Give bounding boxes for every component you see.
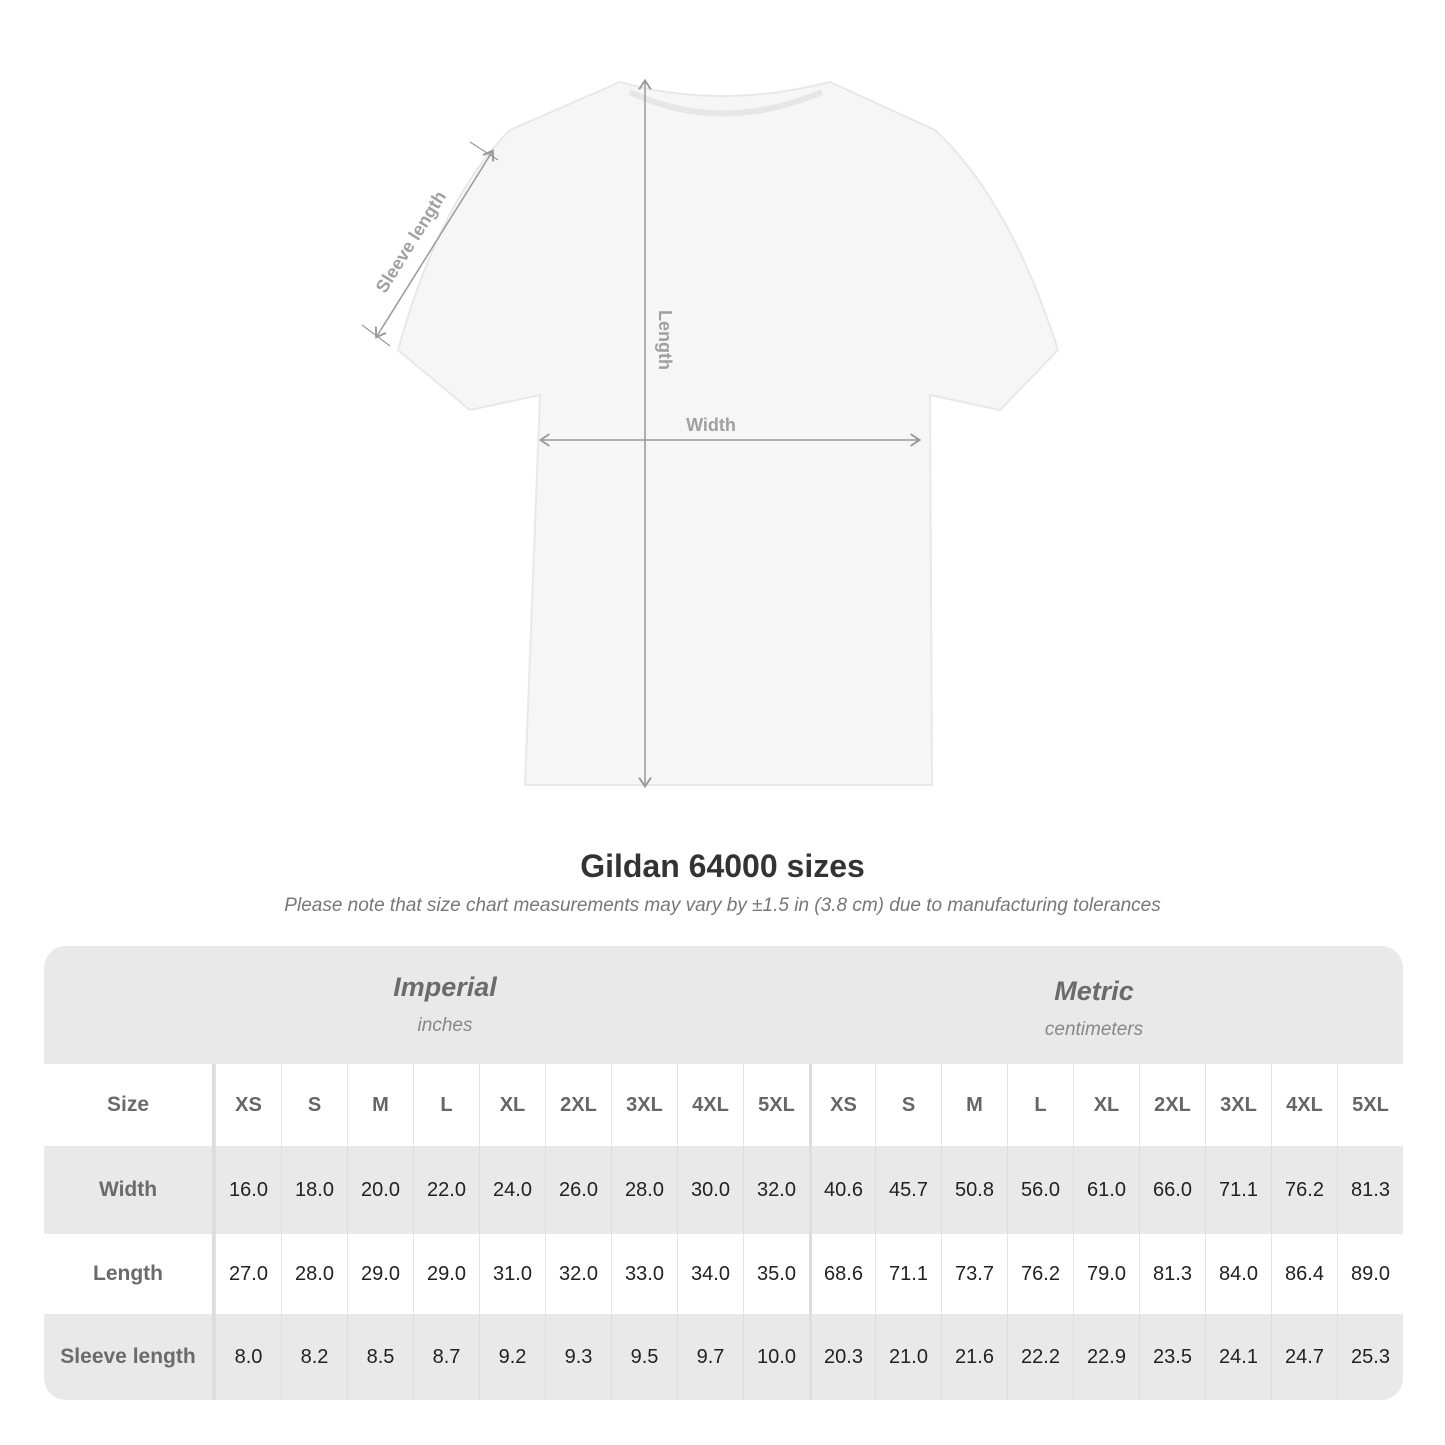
value-cell: 73.7 <box>941 1234 1007 1314</box>
row-label: Length <box>44 1234 215 1314</box>
size-header-row: Size XS S M L XL 2XL 3XL 4XL 5XL XS S M L XL 2XL 3XL 4XL 5… <box>44 1064 1403 1146</box>
value-cell: 32.0 <box>743 1146 809 1234</box>
value-cell: 21.6 <box>941 1314 1007 1400</box>
length-label: Length <box>655 310 675 370</box>
value-cell: 22.9 <box>1073 1314 1139 1400</box>
value-cell: 30.0 <box>677 1146 743 1234</box>
value-cell: 8.7 <box>413 1314 479 1400</box>
value-cell: 16.0 <box>215 1146 281 1234</box>
row-label: Size <box>44 1064 215 1146</box>
tolerance-note: Please note that size chart measurements… <box>284 895 1161 916</box>
value-cell: 23.5 <box>1139 1314 1205 1400</box>
value-cell: 8.0 <box>215 1314 281 1400</box>
size-header-cell: M <box>347 1064 413 1146</box>
value-cell: 71.1 <box>875 1234 941 1314</box>
value-cell: 29.0 <box>413 1234 479 1314</box>
imperial-header: Imperial inches <box>215 946 675 1090</box>
value-cell: 9.2 <box>479 1314 545 1400</box>
size-header-cell: 2XL <box>545 1064 611 1146</box>
page-title: Gildan 64000 sizes <box>580 848 865 884</box>
value-cell: 81.3 <box>1337 1146 1403 1234</box>
value-cell: 66.0 <box>1139 1146 1205 1234</box>
value-cell: 71.1 <box>1205 1146 1271 1234</box>
value-cell: 20.3 <box>809 1314 875 1400</box>
value-cell: 9.3 <box>545 1314 611 1400</box>
sleeve-arrow <box>377 152 492 336</box>
size-header-cell: XS <box>809 1064 875 1146</box>
size-header-cell: 5XL <box>743 1064 809 1146</box>
size-header-cell: XL <box>1073 1064 1139 1146</box>
size-header-cell: M <box>941 1064 1007 1146</box>
value-cell: 24.1 <box>1205 1314 1271 1400</box>
size-header-cell: 5XL <box>1337 1064 1403 1146</box>
value-cell: 20.0 <box>347 1146 413 1234</box>
value-cell: 10.0 <box>743 1314 809 1400</box>
table-row: Width 16.0 18.0 20.0 22.0 24.0 26.0 28.0 30.0 32.… <box>44 1146 1403 1234</box>
value-cell: 25.3 <box>1337 1314 1403 1400</box>
value-cell: 81.3 <box>1139 1234 1205 1314</box>
size-table: Imperial inches Metric centimeters Size X… <box>44 946 1403 1400</box>
value-cell: 9.7 <box>677 1314 743 1400</box>
value-cell: 28.0 <box>281 1234 347 1314</box>
size-header-cell: 3XL <box>611 1064 677 1146</box>
value-cell: 24.0 <box>479 1146 545 1234</box>
size-header-cell: 3XL <box>1205 1064 1271 1146</box>
value-cell: 45.7 <box>875 1146 941 1234</box>
table-row: Sleeve length 8.0 8.2 8.5 8.7 9.2 9.3 9.5 9.7 10.… <box>44 1314 1403 1400</box>
value-cell: 29.0 <box>347 1234 413 1314</box>
size-header-cell: S <box>875 1064 941 1146</box>
value-cell: 8.2 <box>281 1314 347 1400</box>
value-cell: 18.0 <box>281 1146 347 1234</box>
value-cell: 8.5 <box>347 1314 413 1400</box>
metric-title: Metric <box>1054 976 1134 1006</box>
value-cell: 68.6 <box>809 1234 875 1314</box>
value-cell: 33.0 <box>611 1234 677 1314</box>
value-cell: 24.7 <box>1271 1314 1337 1400</box>
value-cell: 22.2 <box>1007 1314 1073 1400</box>
size-header-cell: 2XL <box>1139 1064 1205 1146</box>
value-cell: 76.2 <box>1271 1146 1337 1234</box>
size-header-cell: L <box>1007 1064 1073 1146</box>
table-row: Length 27.0 28.0 29.0 29.0 31.0 32.0 33.0 34.0 35… <box>44 1234 1403 1314</box>
value-cell: 27.0 <box>215 1234 281 1314</box>
value-cell: 84.0 <box>1205 1234 1271 1314</box>
size-header-cell: XL <box>479 1064 545 1146</box>
value-cell: 50.8 <box>941 1146 1007 1234</box>
value-cell: 40.6 <box>809 1146 875 1234</box>
value-cell: 28.0 <box>611 1146 677 1234</box>
value-cell: 35.0 <box>743 1234 809 1314</box>
value-cell: 31.0 <box>479 1234 545 1314</box>
row-label: Sleeve length <box>44 1314 215 1400</box>
value-cell: 79.0 <box>1073 1234 1139 1314</box>
value-cell: 22.0 <box>413 1146 479 1234</box>
width-label: Width <box>686 415 736 435</box>
size-header-cell: XS <box>215 1064 281 1146</box>
value-cell: 61.0 <box>1073 1146 1139 1234</box>
value-cell: 76.2 <box>1007 1234 1073 1314</box>
size-header-cell: L <box>413 1064 479 1146</box>
imperial-title: Imperial <box>393 972 497 1002</box>
row-label: Width <box>44 1146 215 1234</box>
value-cell: 9.5 <box>611 1314 677 1400</box>
tshirt-diagram: Sleeve length Length Width <box>361 0 1060 820</box>
imperial-unit: inches <box>417 1015 473 1036</box>
metric-unit: centimeters <box>1044 1019 1144 1040</box>
value-cell: 26.0 <box>545 1146 611 1234</box>
value-cell: 89.0 <box>1337 1234 1403 1314</box>
size-header-cell: 4XL <box>1271 1064 1337 1146</box>
size-header-cell: 4XL <box>677 1064 743 1146</box>
value-cell: 86.4 <box>1271 1234 1337 1314</box>
value-cell: 21.0 <box>875 1314 941 1400</box>
metric-header: Metric centimeters <box>864 946 1324 1094</box>
size-header-cell: S <box>281 1064 347 1146</box>
value-cell: 32.0 <box>545 1234 611 1314</box>
value-cell: 34.0 <box>677 1234 743 1314</box>
value-cell: 56.0 <box>1007 1146 1073 1234</box>
